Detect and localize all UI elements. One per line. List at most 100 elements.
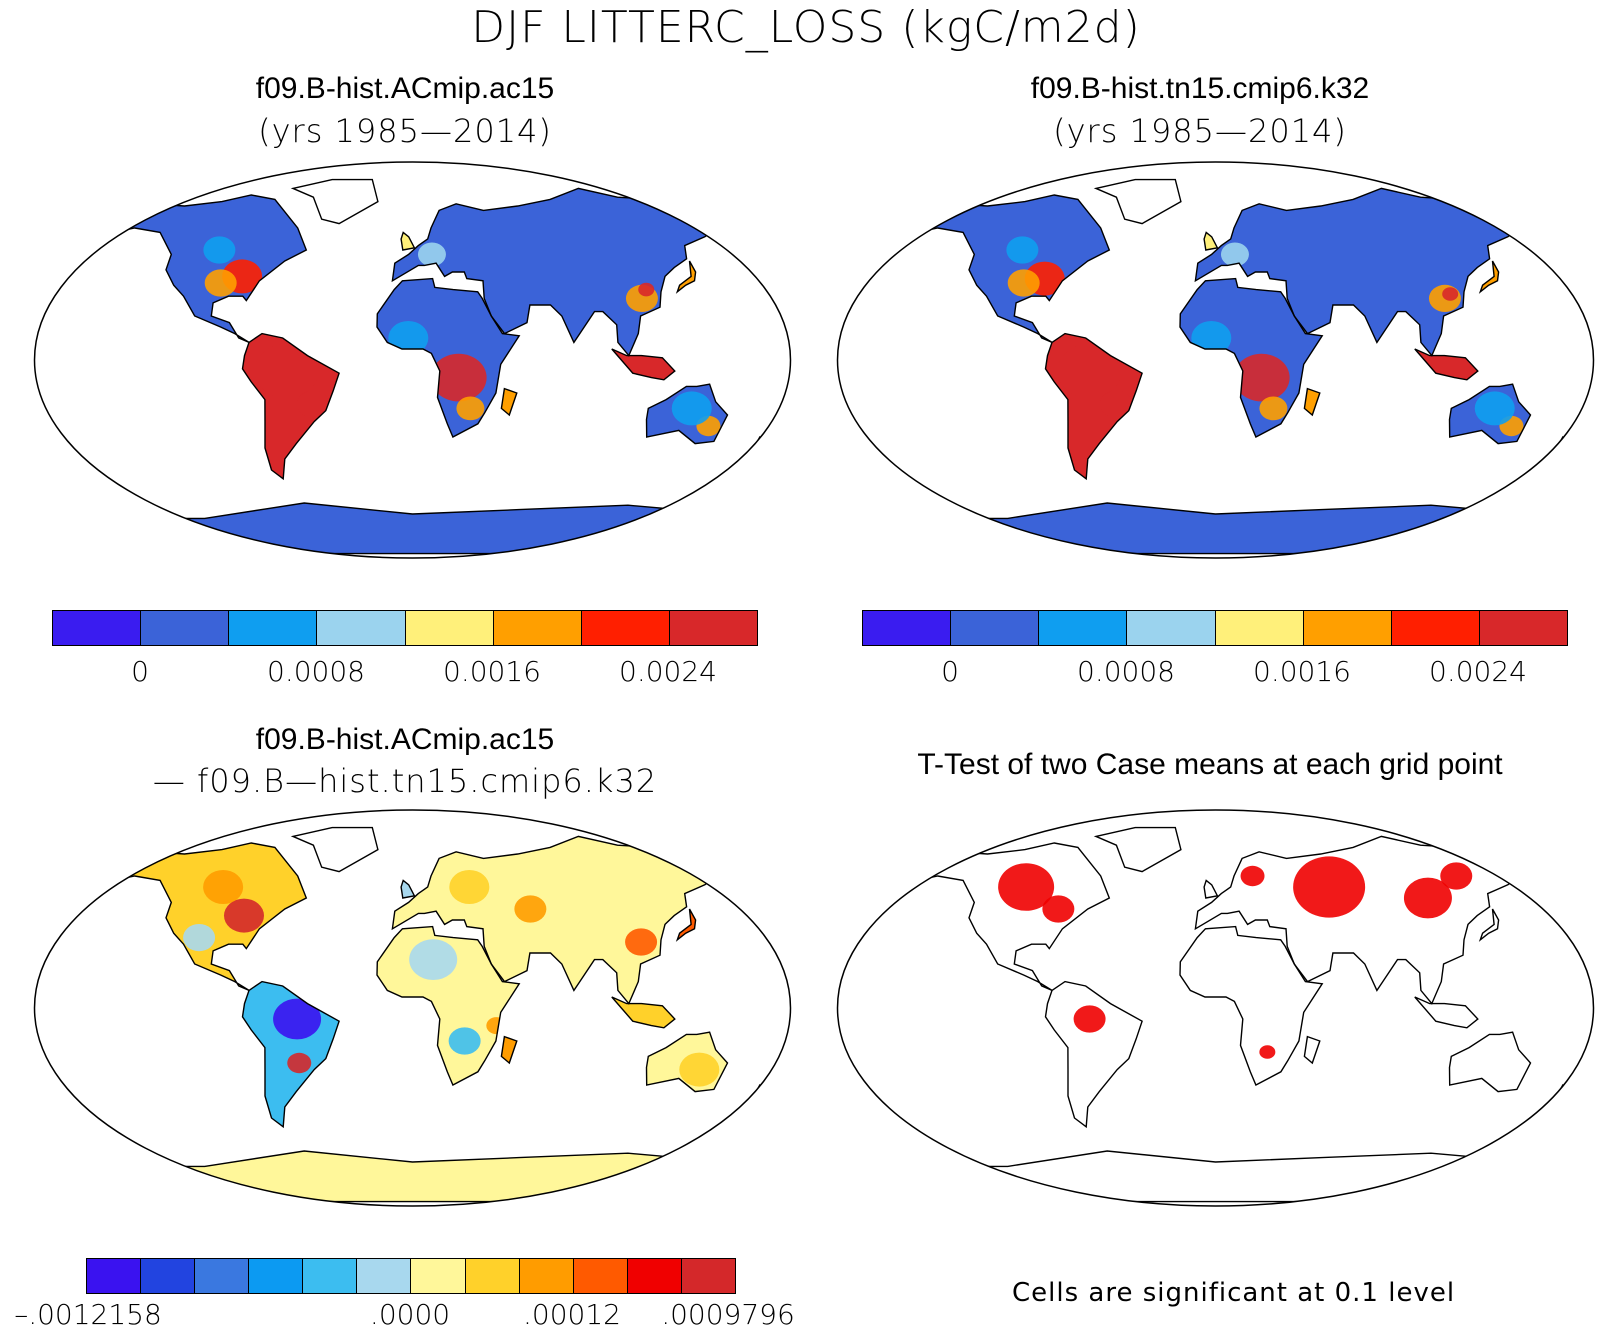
- map-border: [836, 809, 1595, 1207]
- value-patch: [1293, 856, 1366, 918]
- land-northAmerica: [107, 843, 307, 991]
- coastline: [106, 842, 308, 992]
- colorbar-3-cell: [411, 1259, 466, 1293]
- panel-2-subtitle: (yrs 1985—2014): [1053, 112, 1347, 150]
- colorbar-3-tick: .00012: [523, 1298, 621, 1331]
- land-indonesia: [1414, 997, 1478, 1028]
- colorbar-2-tick: 0.0008: [1077, 655, 1175, 688]
- colorbar-2-tick: 0: [941, 655, 959, 688]
- land-southAmerica: [1045, 981, 1143, 1127]
- value-patch: [296, 390, 329, 418]
- coastline: [391, 187, 744, 357]
- coastline: [1203, 879, 1219, 899]
- value-patch: [1474, 391, 1515, 426]
- colorbar-1-tick: 0.0024: [619, 655, 717, 688]
- land-antarctica: [903, 503, 1532, 554]
- land-greenland: [293, 179, 378, 224]
- value-patch: [388, 321, 429, 355]
- colorbar-1-tick: 0: [131, 655, 149, 688]
- coastline: [741, 1083, 771, 1110]
- coastline: [901, 1150, 1533, 1203]
- coastline: [1478, 908, 1500, 942]
- land-northAmerica: [910, 843, 1110, 991]
- value-patch: [223, 898, 264, 933]
- coastline: [675, 908, 697, 942]
- value-patch: [1403, 877, 1452, 919]
- coastline: [400, 231, 416, 251]
- land-europeAsia: [1195, 188, 1546, 356]
- value-patch: [625, 928, 658, 956]
- colorbar-2-tick: 0.0024: [1429, 655, 1527, 688]
- map-panel-3: [33, 809, 792, 1207]
- value-patch: [1057, 343, 1122, 399]
- value-patch: [1501, 1007, 1518, 1022]
- figure-title: DJF LITTERC_LOSS (kgC/m2d): [471, 2, 1141, 53]
- value-patch: [1440, 862, 1473, 890]
- coastline: [1179, 277, 1324, 438]
- value-patch: [1007, 269, 1040, 297]
- colorbar-3-tick: –.0012158: [14, 1298, 162, 1331]
- value-patch: [1006, 236, 1039, 264]
- land-uk: [401, 880, 415, 898]
- map-border: [33, 161, 792, 559]
- coastline: [241, 980, 340, 1129]
- value-patch: [1233, 353, 1290, 402]
- value-patch: [998, 863, 1055, 911]
- value-patch: [671, 391, 712, 426]
- coastline: [645, 1031, 729, 1093]
- colorbar-3-cell: [249, 1259, 304, 1293]
- colorbar-2-cell: [863, 611, 952, 645]
- land-australia: [1449, 1032, 1531, 1092]
- coastline: [1203, 231, 1219, 251]
- colorbar-3-cell: [195, 1259, 250, 1293]
- coastline: [1093, 826, 1182, 873]
- colorbar-2-cell: [1479, 611, 1567, 645]
- coastline: [500, 387, 518, 417]
- coastline: [741, 435, 771, 462]
- land-greenland: [1096, 179, 1181, 224]
- coastline: [241, 332, 340, 481]
- coastline: [1448, 383, 1532, 445]
- value-patch: [1220, 242, 1249, 267]
- panel-3-subtitle: — f09.B—hist.tn15.cmip6.k32: [152, 762, 658, 800]
- land-greenland: [1096, 827, 1181, 872]
- value-patch: [1240, 865, 1265, 887]
- colorbar-1-tick: 0.0008: [267, 655, 365, 688]
- colorbar-panel-2: [862, 610, 1568, 646]
- colorbar-3-cell: [87, 1259, 142, 1293]
- value-patch: [1073, 1005, 1106, 1033]
- value-patch: [1259, 1045, 1276, 1059]
- colorbar-1-cell: [405, 611, 494, 645]
- colorbar-1-tick: 0.0016: [443, 655, 541, 688]
- land-uk: [401, 232, 415, 250]
- coastline: [1179, 925, 1324, 1086]
- land-antarctica: [903, 1151, 1532, 1202]
- value-patch: [254, 343, 319, 399]
- coastline: [500, 1035, 518, 1065]
- colorbar-3-cell: [519, 1259, 574, 1293]
- panel-2-title: f09.B-hist.tn15.cmip6.k32: [1030, 72, 1370, 105]
- value-patch: [203, 236, 236, 264]
- colorbar-panel-1: [52, 610, 758, 646]
- land-africa: [1180, 926, 1323, 1085]
- panel-4-title: T-Test of two Case means at each grid po…: [917, 748, 1503, 781]
- value-patch: [448, 1027, 481, 1055]
- land-newZealand: [1544, 437, 1573, 462]
- coastline: [290, 826, 379, 873]
- coastline: [909, 194, 1111, 344]
- coastline: [1448, 1031, 1532, 1093]
- coastline: [1414, 996, 1479, 1029]
- map-panel-2: [836, 161, 1595, 559]
- coastline: [611, 348, 676, 381]
- map-panel-4: [836, 809, 1595, 1207]
- value-patch: [486, 1017, 507, 1035]
- coastline: [1478, 260, 1500, 294]
- value-patch: [273, 998, 322, 1040]
- coastline: [98, 1150, 730, 1203]
- colorbar-1-cell: [581, 611, 670, 645]
- coastline: [1044, 980, 1143, 1129]
- land-europeAsia: [392, 188, 743, 356]
- coastline: [400, 879, 416, 899]
- colorbar-3-cell: [303, 1259, 358, 1293]
- land-indonesia: [1414, 349, 1478, 380]
